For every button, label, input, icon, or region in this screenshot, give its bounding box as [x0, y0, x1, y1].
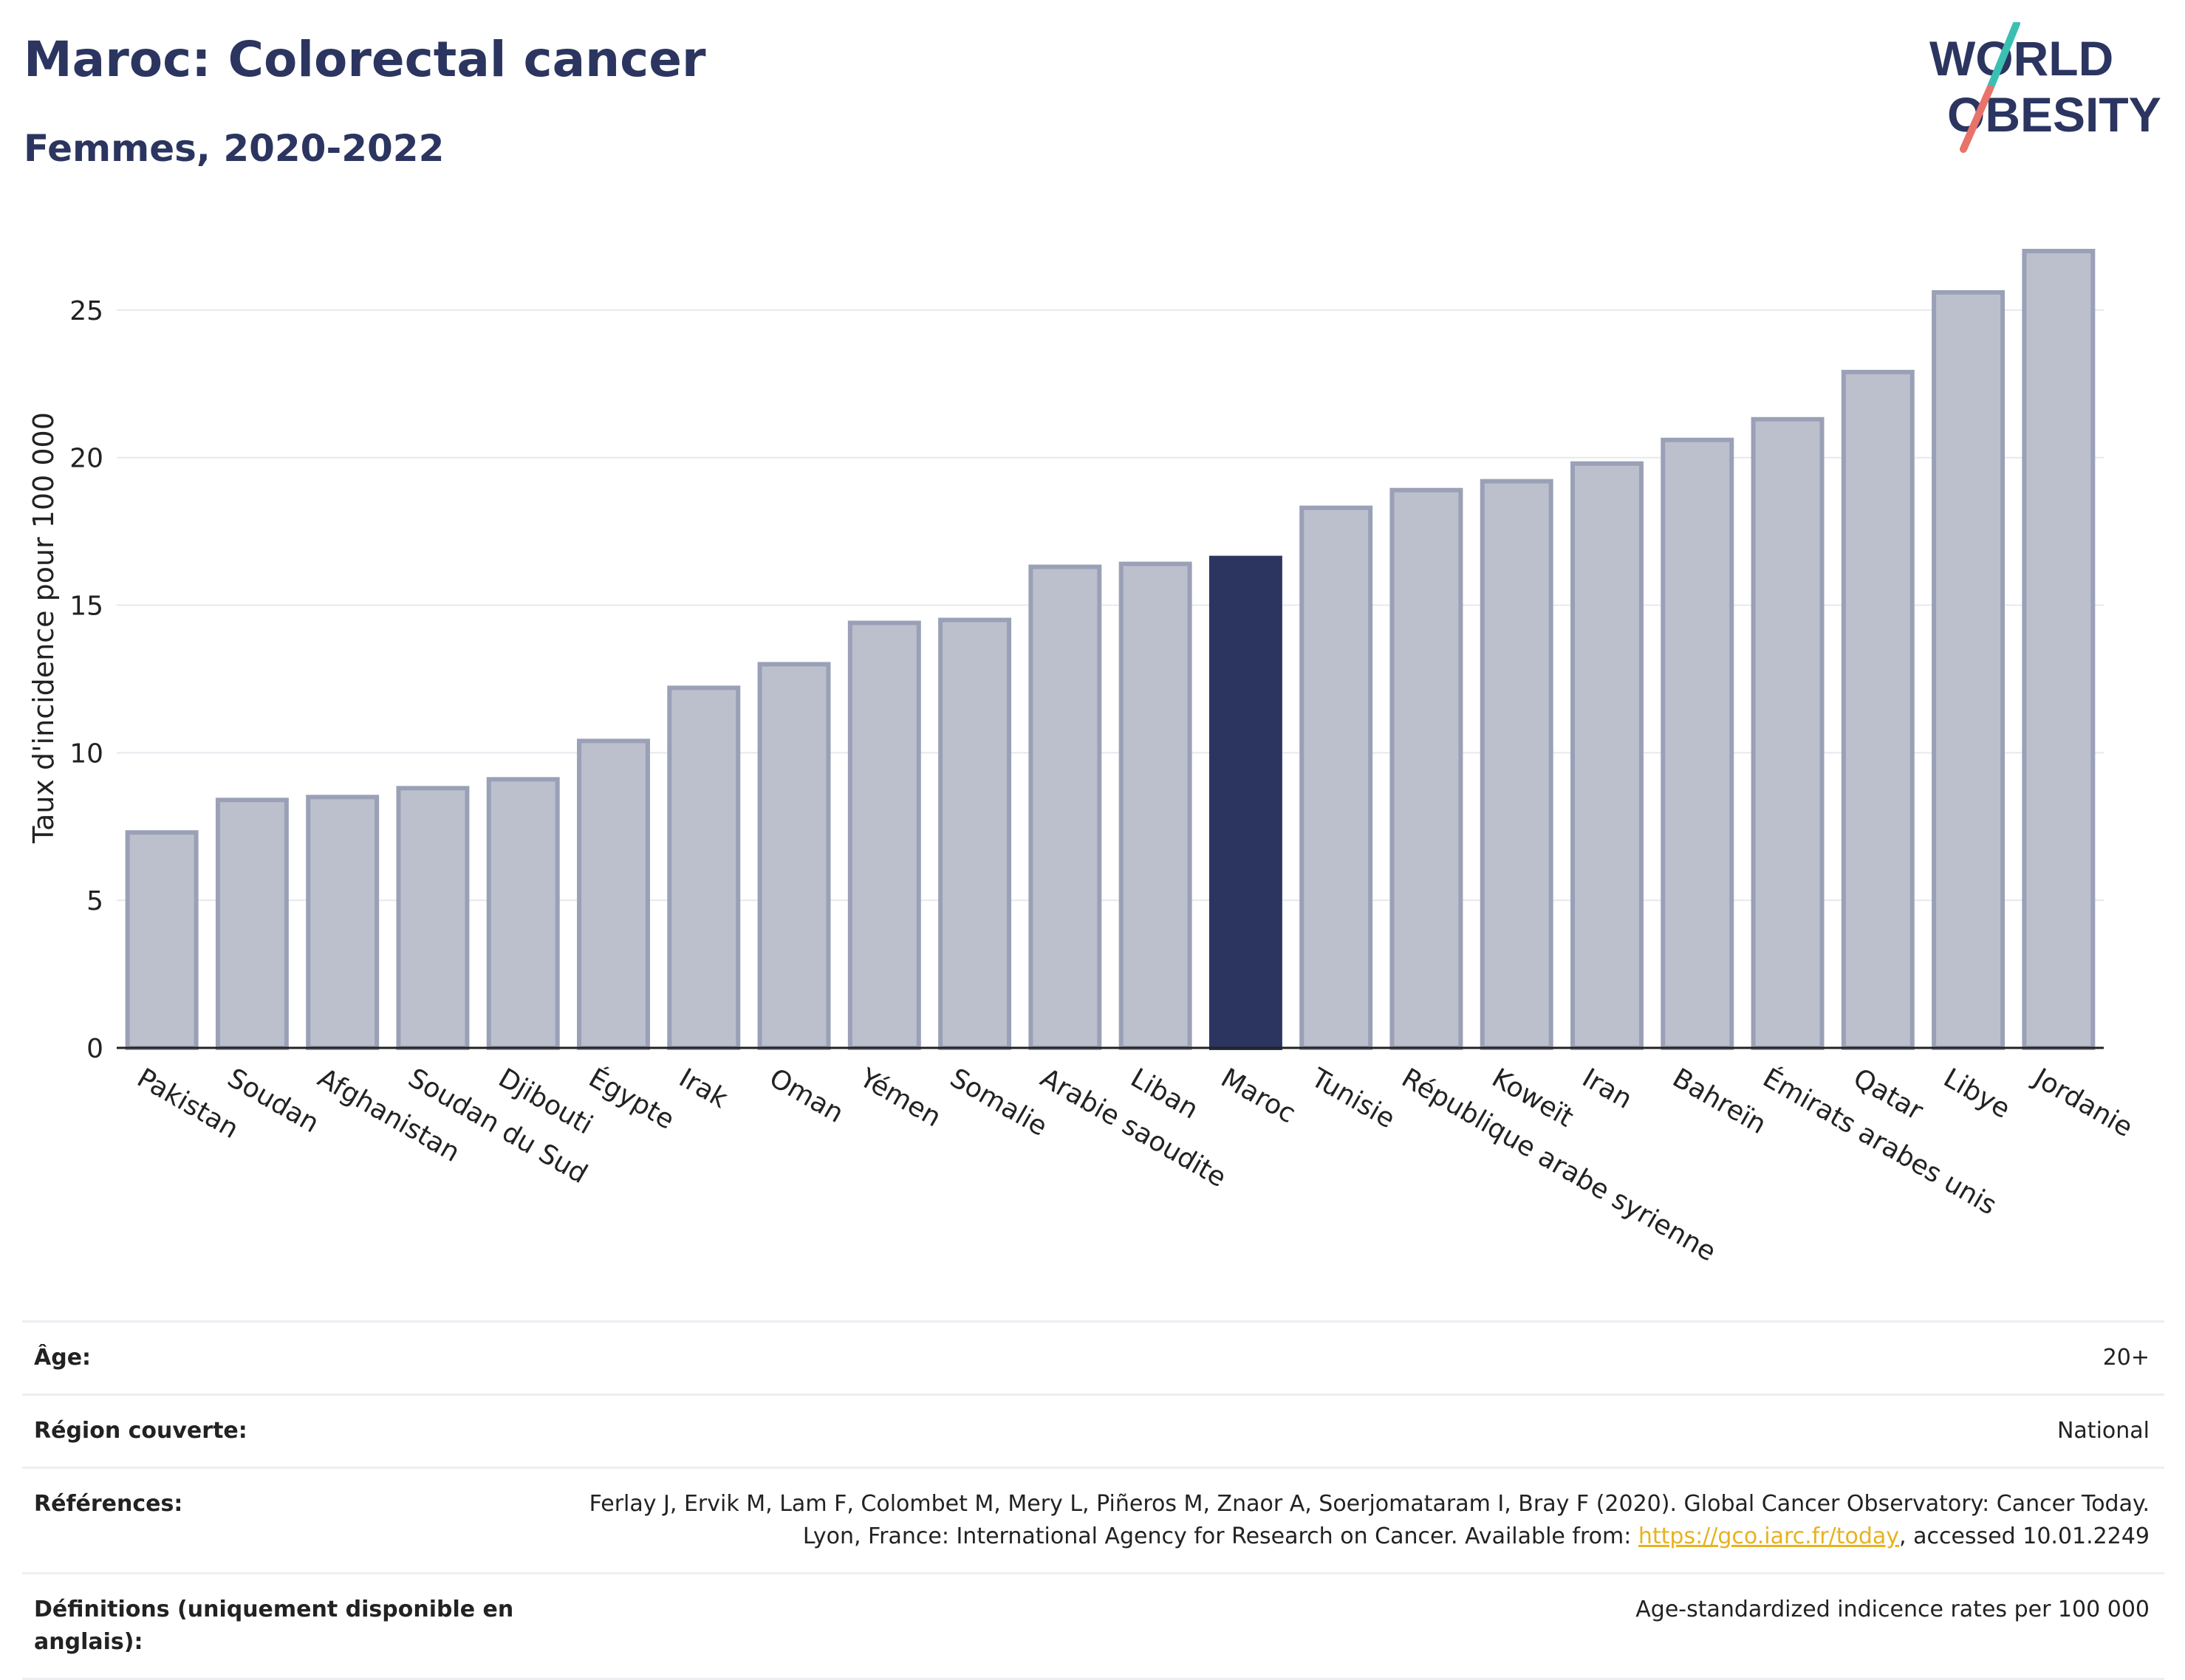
world-obesity-logo: WORLD OBESITY	[1929, 22, 2161, 153]
x-tick-label: Somalie	[945, 1063, 1052, 1142]
x-tick-label: Irak	[674, 1063, 733, 1114]
bar-maroc	[1208, 555, 1282, 1050]
metadata-table: Âge: 20+ Région couverte: National Référ…	[22, 1320, 2164, 1680]
bar-jordanie	[2022, 248, 2096, 1051]
bar-soudan-du-sud	[396, 786, 470, 1051]
bar-somalie	[938, 617, 1012, 1050]
bar-iran	[1570, 461, 1644, 1050]
metadata-value: Age-standardized indicence rates per 100…	[1635, 1597, 2150, 1622]
y-tick-label: 0	[86, 1034, 103, 1064]
metadata-row-region: Région couverte: National	[22, 1393, 2164, 1467]
x-tick-label: Tunisie	[1305, 1063, 1400, 1135]
reference-link[interactable]: https://gco.iarc.fr/today	[1638, 1523, 1900, 1549]
y-tick-label: 10	[69, 738, 103, 769]
x-tick-label: République arabe syrienne	[1396, 1063, 1720, 1267]
metadata-key: Âge:	[34, 1345, 92, 1371]
bar-r-publique-arabe-syrienne	[1389, 487, 1463, 1050]
x-tick-label: Pakistan	[132, 1063, 244, 1145]
metadata-row-definitions: Définitions (uniquement disponible en an…	[22, 1572, 2164, 1680]
bar--mirats-arabes-unis	[1751, 416, 1825, 1050]
y-axis-label: Taux d'incidence pour 100 000	[27, 412, 60, 844]
bar-tunisie	[1299, 505, 1373, 1050]
chart-subtitle: Femmes, 2020-2022	[24, 127, 445, 170]
bar--gypte	[577, 738, 650, 1050]
x-tick-label: Bahreïn	[1667, 1063, 1771, 1140]
y-tick-label: 15	[69, 592, 103, 622]
bar-libye	[1932, 289, 2006, 1050]
metadata-key: Définitions (uniquement disponible en an…	[34, 1597, 514, 1655]
logo-world-text: WORLD	[1929, 31, 2113, 86]
metadata-row-references: Références: Ferlay J, Ervik M, Lam F, Co…	[22, 1467, 2164, 1572]
metadata-key: Références:	[34, 1491, 183, 1517]
x-tick-label: Libye	[1938, 1063, 2015, 1125]
bar-qatar	[1841, 369, 1915, 1050]
bar-oman	[757, 662, 831, 1050]
y-tick-label: 5	[86, 886, 103, 916]
x-tick-label: Égypte	[584, 1062, 680, 1135]
chart-title: Maroc: Colorectal cancer	[24, 31, 706, 88]
bar-djibouti	[486, 777, 560, 1050]
bar-arabie-saoudite	[1028, 564, 1102, 1050]
metadata-value: Ferlay J, Ervik M, Lam F, Colombet M, Me…	[561, 1488, 2150, 1553]
x-tick-label: Iran	[1577, 1063, 1637, 1115]
bar-irak	[667, 685, 741, 1051]
metadata-key: Région couverte:	[34, 1418, 247, 1444]
bar-soudan	[215, 798, 289, 1051]
bar-afghanistan	[306, 795, 380, 1051]
metadata-row-age: Âge: 20+	[22, 1320, 2164, 1393]
reference-accessed: , accessed 10.01.2249	[1899, 1523, 2150, 1549]
bar-y-men	[847, 620, 921, 1050]
metadata-value: National	[2056, 1418, 2150, 1444]
x-tick-label: Jordanie	[2028, 1062, 2138, 1143]
logo-slash-teal	[1986, 22, 2020, 92]
bar-pakistan	[125, 830, 199, 1051]
logo-slash-coral	[1960, 85, 1994, 153]
metadata-value: 20+	[2102, 1345, 2150, 1371]
bar-liban	[1118, 561, 1192, 1050]
x-tick-label: Oman	[765, 1063, 849, 1129]
x-tick-label: Maroc	[1216, 1063, 1301, 1129]
bar-bahre-n	[1661, 437, 1734, 1050]
bar-kowe-t	[1480, 479, 1553, 1050]
y-tick-label: 25	[69, 296, 103, 326]
x-tick-label: Yémen	[854, 1063, 946, 1134]
reference-text: Ferlay J, Ervik M, Lam F, Colombet M, Me…	[589, 1491, 2150, 1549]
y-tick-label: 20	[69, 444, 103, 474]
